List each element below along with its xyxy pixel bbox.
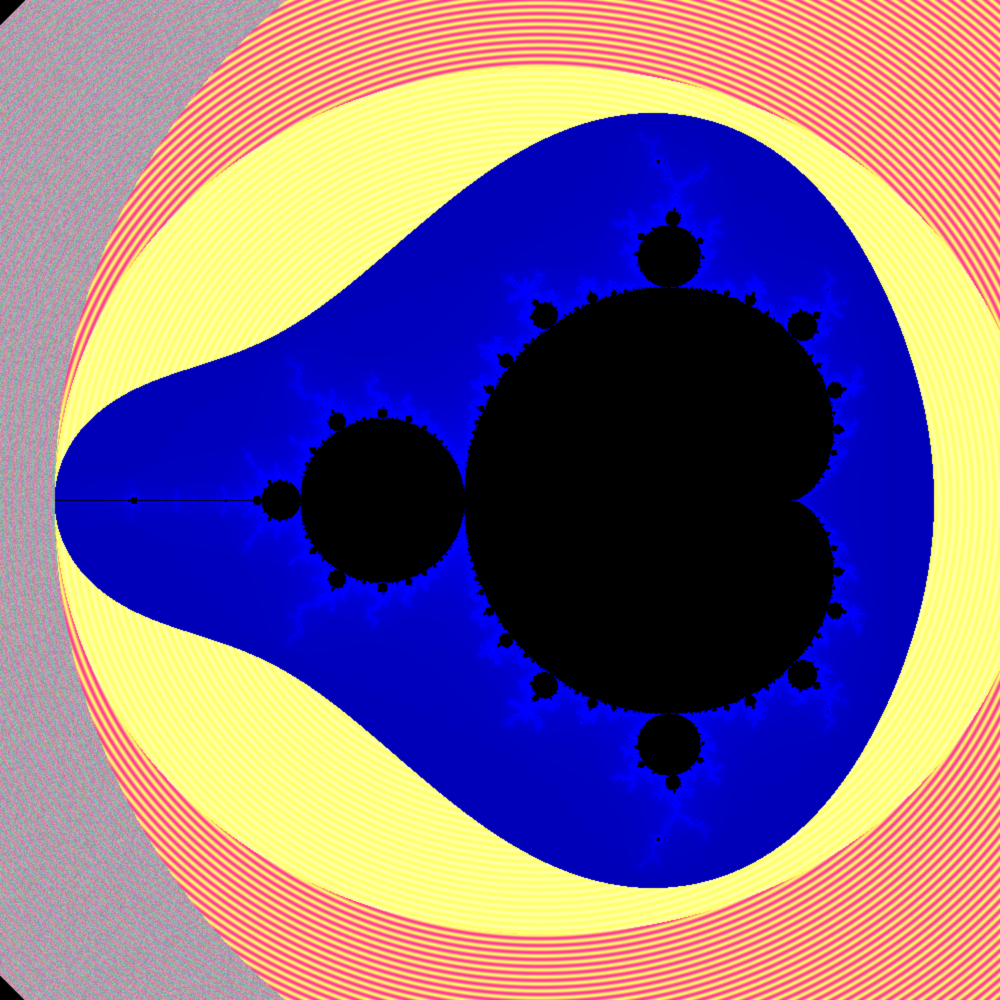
fractal-view: [0, 0, 1000, 1000]
mandelbrot-render: [0, 0, 1000, 1000]
